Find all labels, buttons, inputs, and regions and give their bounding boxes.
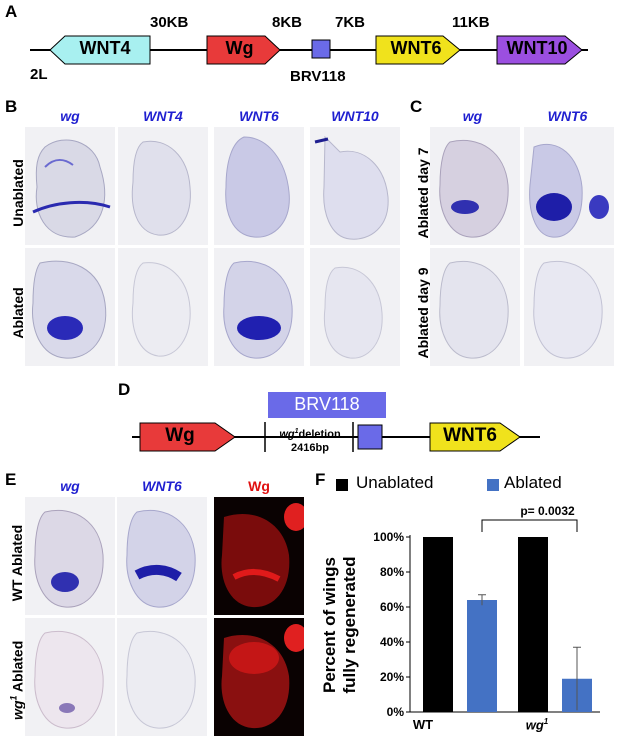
x-tick-wg1-gene: wg xyxy=(525,717,544,733)
wnt10-arrow xyxy=(496,35,583,65)
y-tick-label: 20% xyxy=(380,670,404,684)
panel-b-letter: B xyxy=(5,97,18,116)
bar-ablated-0 xyxy=(467,600,497,712)
y-tick-label: 60% xyxy=(380,600,404,614)
y-tick-label: 80% xyxy=(380,565,404,579)
x-tick-wg1-sup: 1 xyxy=(543,717,549,726)
x-tick-wt: WT xyxy=(412,717,434,732)
panel-c-row-day9: Ablated day 9 xyxy=(415,267,431,359)
ish-image-wnt6-day9 xyxy=(524,248,614,366)
panel-e-row-wg1-sup: 1 xyxy=(8,695,19,701)
ish-image-wnt10-unablated xyxy=(310,127,400,245)
wnt4-arrow xyxy=(49,35,151,65)
d-wg-label: Wg xyxy=(165,425,195,446)
panel-c-letter: C xyxy=(410,97,423,116)
panel-d-diagram xyxy=(132,392,540,452)
p-value-label: p= 0.0032 xyxy=(520,504,575,518)
ish-image-wg-day9 xyxy=(430,248,520,366)
panel-e-col-wg-protein: Wg xyxy=(248,478,270,494)
panel-e-row-wg1-word: Ablated xyxy=(9,640,26,693)
ish-image-wnt4-ablated xyxy=(118,248,208,366)
panel-e-row-wt: WT Ablated xyxy=(9,524,25,602)
panel-e-col-wnt6: WNT6 xyxy=(142,478,182,494)
panel-b-row-ablated: Ablated xyxy=(10,287,26,339)
distance-30kb: 30KB xyxy=(150,14,189,31)
ish-image-e-wnt6-mut xyxy=(117,618,207,736)
panel-e-col-wg: wg xyxy=(60,478,80,494)
y-tick-label: 100% xyxy=(373,530,404,544)
significance-bracket xyxy=(481,519,578,532)
ish-image-wnt6-day7 xyxy=(524,127,614,245)
ish-image-e-wnt6-wt xyxy=(117,497,207,615)
d-brv118-banner xyxy=(268,392,386,418)
panel-c-col-wnt6: WNT6 xyxy=(547,108,588,124)
wnt4-label: WNT4 xyxy=(79,38,131,58)
distance-7kb: 7KB xyxy=(335,14,366,31)
ish-image-wg-unablated xyxy=(25,127,115,245)
panel-e-row-wg1-gene: wg xyxy=(9,700,26,720)
d-wg-arrow xyxy=(139,422,236,452)
panel-b-col-wnt4: WNT4 xyxy=(143,108,183,124)
panel-d-letter: D xyxy=(118,380,131,399)
ish-image-wg-day7 xyxy=(430,127,520,245)
deletion-sup: 1 xyxy=(294,428,299,435)
brv118-label: BRV118 xyxy=(290,68,346,85)
bar-unablated-0 xyxy=(423,537,453,712)
panel-b-col-wnt10: WNT10 xyxy=(331,108,379,124)
brv118-box xyxy=(311,39,331,59)
panel-b-row-unablated: Unablated xyxy=(10,159,26,227)
y-tick-label: 0% xyxy=(387,705,405,719)
panel-f-letter: F xyxy=(315,470,326,489)
ish-image-wnt6-unablated xyxy=(214,127,304,245)
y-axis-title-line1: Percent of wings xyxy=(320,556,339,694)
wnt6-label: WNT6 xyxy=(390,38,442,58)
d-brv118-label: BRV118 xyxy=(294,394,360,414)
ish-image-wnt6-ablated xyxy=(214,248,304,366)
deletion-label: wg1deletion xyxy=(270,428,350,441)
d-brv118-small-box xyxy=(357,424,383,450)
ish-image-e-wg-wt xyxy=(25,497,115,615)
bar-chart: 0% 20% 40% 60% 80% 100% p= 0.0032 xyxy=(373,504,600,719)
d-wnt6-arrow xyxy=(429,422,521,452)
ish-image-e-wg-mut xyxy=(25,618,115,736)
wg-arrow xyxy=(206,35,281,65)
ish-image-wg-ablated xyxy=(25,248,115,366)
panel-c-col-wg: wg xyxy=(462,108,483,124)
d-wnt6-label: WNT6 xyxy=(443,425,497,446)
legend-swatch-ablated xyxy=(487,479,499,491)
ish-image-wnt4-unablated xyxy=(118,127,208,245)
wnt10-label: WNT10 xyxy=(506,38,568,58)
ish-image-wnt10-ablated xyxy=(310,248,400,366)
panel-a-letter: A xyxy=(5,2,18,21)
deletion-gene: wg xyxy=(279,428,295,441)
distance-8kb: 8KB xyxy=(272,14,303,31)
bar-unablated-1 xyxy=(518,537,548,712)
distance-11kb: 11KB xyxy=(452,14,490,31)
legend-label-unablated: Unablated xyxy=(356,473,434,492)
panel-e-row-wg1: wg1 Ablated xyxy=(9,630,26,730)
wnt6-arrow xyxy=(375,35,461,65)
deletion-size: 2416bp xyxy=(291,442,329,454)
panel-a-gene-map xyxy=(30,35,588,65)
y-tick-label: 40% xyxy=(380,635,404,649)
fluor-image-e-wg-wt xyxy=(214,497,304,615)
chromosome-label: 2L xyxy=(30,66,48,83)
fluor-image-e-wg-mut xyxy=(214,618,304,736)
panel-e-letter: E xyxy=(5,470,17,489)
x-tick-wg1: wg1 xyxy=(507,717,567,732)
deletion-word: deletion xyxy=(298,428,341,441)
panel-b-col-wg: wg xyxy=(60,108,80,124)
legend-label-ablated: Ablated xyxy=(504,473,562,492)
y-axis-title-line2: fully regenerated xyxy=(340,556,359,694)
legend-swatch-unablated xyxy=(336,479,348,491)
wg-label: Wg xyxy=(225,38,254,58)
panel-b-col-wnt6: WNT6 xyxy=(239,108,279,124)
panel-c-row-day7: Ablated day 7 xyxy=(415,147,431,239)
